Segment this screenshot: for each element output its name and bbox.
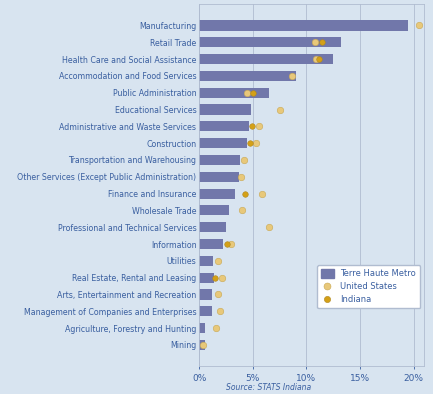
Bar	[199, 306, 212, 316]
Point	[239, 207, 246, 214]
Point	[215, 258, 222, 264]
Point	[265, 224, 272, 230]
Point	[215, 291, 222, 297]
Point	[313, 56, 320, 62]
Point	[256, 123, 263, 130]
Bar	[199, 239, 223, 249]
Bar	[199, 273, 214, 282]
Point	[200, 342, 207, 348]
Point	[223, 241, 230, 247]
Bar	[199, 340, 204, 350]
Point	[242, 190, 249, 197]
Bar	[199, 121, 249, 131]
Bar	[199, 20, 408, 30]
Text: Source: STATS Indiana: Source: STATS Indiana	[226, 383, 311, 392]
Point	[252, 140, 259, 146]
Point	[246, 140, 253, 146]
Legend: Terre Haute Metro, United States, Indiana: Terre Haute Metro, United States, Indian…	[317, 265, 420, 308]
Bar	[199, 88, 269, 98]
Point	[241, 157, 248, 163]
Bar	[199, 189, 235, 199]
Bar	[199, 290, 212, 299]
Bar	[199, 37, 341, 47]
Bar	[199, 138, 247, 148]
Point	[259, 190, 266, 197]
Bar	[199, 205, 229, 216]
Point	[319, 39, 326, 45]
Point	[216, 308, 223, 314]
Bar	[199, 54, 333, 64]
Bar	[199, 155, 240, 165]
Point	[311, 39, 318, 45]
Point	[276, 106, 283, 113]
Point	[218, 275, 225, 281]
Point	[289, 73, 296, 79]
Bar	[199, 222, 226, 232]
Point	[228, 241, 235, 247]
Bar	[199, 256, 213, 266]
Bar	[199, 172, 239, 182]
Bar	[199, 104, 251, 115]
Point	[212, 275, 219, 281]
Point	[416, 22, 423, 29]
Point	[244, 89, 251, 96]
Point	[238, 174, 245, 180]
Bar	[199, 71, 296, 81]
Point	[248, 123, 255, 130]
Bar	[199, 323, 204, 333]
Point	[316, 56, 323, 62]
Point	[249, 89, 256, 96]
Point	[213, 325, 220, 331]
